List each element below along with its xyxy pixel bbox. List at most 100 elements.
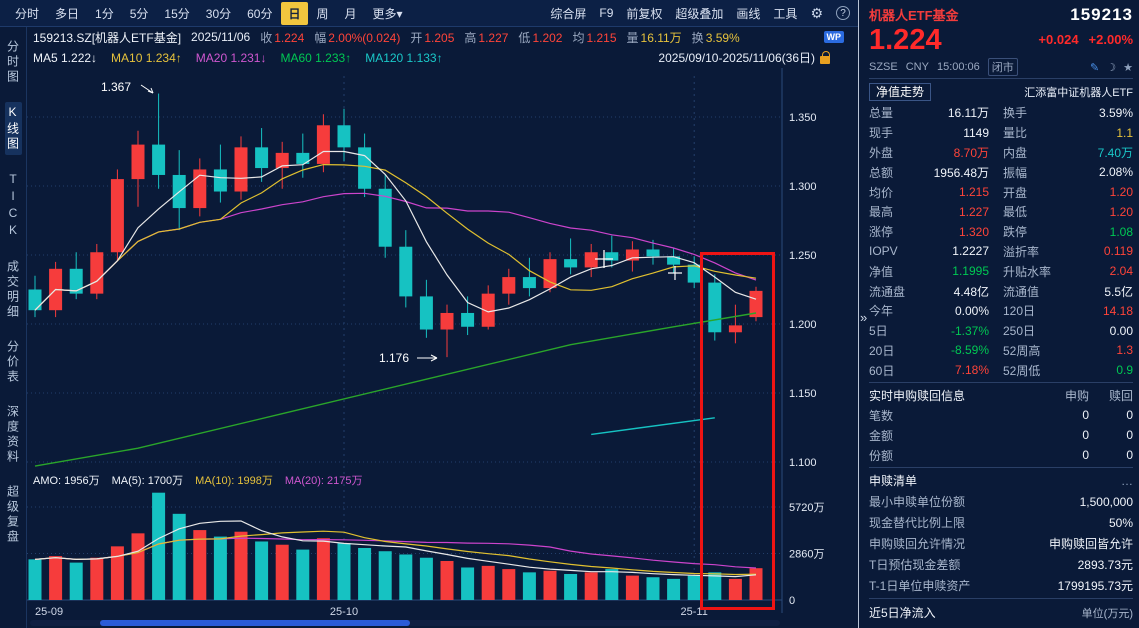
subscription-buy-value: 0 xyxy=(1082,428,1089,443)
period-button-4[interactable]: 15分 xyxy=(164,6,190,21)
more-icon[interactable]: … xyxy=(1121,473,1133,488)
wp-badge-icon[interactable]: WP xyxy=(823,31,844,43)
svg-text:1.367: 1.367 xyxy=(101,80,131,94)
panel-collapse-icon[interactable]: » xyxy=(860,310,868,325)
divider xyxy=(869,598,1133,600)
sidebar-item-0[interactable]: 分时图 xyxy=(5,40,20,85)
redemption-row-label: 最小申赎单位份额 xyxy=(869,495,966,510)
redemption-row-value: 申购赎回皆允许 xyxy=(1048,537,1133,552)
stat-value: 1.227 xyxy=(958,204,989,219)
quote-field-0: 收 1.224 xyxy=(260,29,304,46)
quote-field-value: 1.215 xyxy=(586,30,617,45)
svg-text:1.100: 1.100 xyxy=(789,457,817,469)
stat-value: 1.08 xyxy=(1109,224,1133,239)
quote-field-label: 高 xyxy=(464,30,477,45)
ma-values: MA5 1.222↓ MA10 1.234↑ MA20 1.231↓ MA60 1.2… xyxy=(33,51,443,65)
svg-text:0: 0 xyxy=(789,595,795,607)
amo-legend: AMO: 1956万 MA(5): 1700万 MA(10): 1998万 MA(20… xyxy=(33,472,362,488)
period-button-2[interactable]: 1分 xyxy=(95,6,114,21)
toolbar-button-2[interactable]: 前复权 xyxy=(626,6,663,21)
stat-label: 内盘 xyxy=(1003,145,1028,160)
kline-chart[interactable]: 1.350 1.300 1.250 1.200 1.150 1.100 5720万 2860万… xyxy=(27,68,832,628)
redemption-row-value: 1,500,000 xyxy=(1079,494,1133,509)
period-button-3[interactable]: 5分 xyxy=(129,6,149,21)
stat-value: 1.1 xyxy=(1116,125,1133,140)
sidebar-item-5[interactable]: 深度资料 xyxy=(5,405,20,465)
stat-row: 外盘 8.70万 内盘 7.40万 xyxy=(869,143,1133,163)
market-status: 闭市 xyxy=(987,58,1018,76)
stat-row: 5日 -1.37% 250日 0.00 xyxy=(869,321,1133,341)
sidebar-item-4[interactable]: 分价表 xyxy=(5,340,20,385)
quote-field-label: 收 xyxy=(260,30,273,45)
ma-item-0: MA5 1.222↓ xyxy=(33,50,98,65)
toolbar-button-1[interactable]: F9 xyxy=(599,6,614,20)
svg-text:1.250: 1.250 xyxy=(789,250,817,262)
svg-text:1.150: 1.150 xyxy=(789,388,817,400)
stat-label: 换手 xyxy=(1003,106,1028,121)
stat-label: 20日 xyxy=(869,343,895,358)
chart-scrollbar-thumb[interactable] xyxy=(100,620,410,626)
stat-value: 4.48亿 xyxy=(953,284,989,299)
settings-gear-icon[interactable]: ⚙ xyxy=(810,4,823,21)
net-inflow-unit: 单位(万元) xyxy=(1081,607,1133,620)
sidebar-item-2[interactable]: TICK xyxy=(6,172,20,240)
edit-icon[interactable]: ✎ xyxy=(1090,61,1100,74)
stat-value: 1.215 xyxy=(958,185,989,200)
period-button-0[interactable]: 分时 xyxy=(15,6,40,21)
stat-label: 跌停 xyxy=(1003,225,1028,240)
toolbar-button-4[interactable]: 画线 xyxy=(736,6,761,21)
subscription-redeem-value: 0 xyxy=(1126,408,1133,423)
stat-value: 0.00% xyxy=(954,303,989,318)
sidebar-item-3[interactable]: 成交明细 xyxy=(5,260,20,320)
subscription-redeem-value: 0 xyxy=(1126,428,1133,443)
divider xyxy=(869,78,1133,79)
stat-label: 总额 xyxy=(869,165,894,180)
stat-row: 总量 16.11万 换手 3.59% xyxy=(869,103,1133,123)
stat-label: 52周高 xyxy=(1003,343,1041,358)
svg-text:5720万: 5720万 xyxy=(789,502,824,514)
period-button-6[interactable]: 60分 xyxy=(247,6,273,21)
stat-value: 1.20 xyxy=(1109,185,1133,200)
svg-text:1.350: 1.350 xyxy=(789,112,817,124)
favorite-icon[interactable]: ★ xyxy=(1123,61,1133,74)
sidebar-item-1[interactable]: K线图 xyxy=(4,102,22,155)
fund-short-name: 机器人ETF基金 xyxy=(869,8,959,23)
date-range[interactable]: 2025/09/10-2025/11/06(36日) xyxy=(658,49,830,66)
period-button-1[interactable]: 多日 xyxy=(55,6,80,21)
lock-icon[interactable] xyxy=(820,50,830,64)
subscription-buy-value: 0 xyxy=(1082,408,1089,423)
chart-scrollbar-track[interactable] xyxy=(30,620,780,626)
sidebar-item-6[interactable]: 超级复盘 xyxy=(5,485,20,545)
period-button-9[interactable]: 月 xyxy=(344,6,357,21)
nav-tab-netvalue[interactable]: 净值走势 xyxy=(869,83,932,101)
toolbar-button-3[interactable]: 超级叠加 xyxy=(675,6,724,21)
highlight-rectangle-annotation[interactable] xyxy=(700,252,775,610)
redemption-row: 申购赎回允许情况 申购赎回皆允许 xyxy=(869,533,1133,554)
left-sidebar: 分时图 K线图 TICK 成交明细分价表深度资料超级复盘 xyxy=(0,27,27,628)
stat-row: 现手 1149 量比 1.1 xyxy=(869,123,1133,143)
toolbar-button-5[interactable]: 工具 xyxy=(773,6,798,21)
period-button-7[interactable]: 日 xyxy=(281,1,308,25)
stat-row: 今年 0.00% 120日 14.18 xyxy=(869,301,1133,321)
period-button-5[interactable]: 30分 xyxy=(205,6,232,21)
fund-code: 159213 xyxy=(1070,5,1133,24)
stat-value: 1149 xyxy=(963,125,989,140)
period-button-10[interactable]: 更多▾ xyxy=(372,6,403,21)
price-change-pct: +2.00% xyxy=(1088,32,1133,47)
help-icon[interactable]: ? xyxy=(836,6,850,20)
stat-label: 流通值 xyxy=(1003,284,1040,299)
night-mode-icon[interactable]: ☽ xyxy=(1106,61,1117,74)
period-button-8[interactable]: 周 xyxy=(316,6,329,21)
date-range-label: 2025/09/10-2025/11/06(36日) xyxy=(658,51,815,65)
quote-field-value: 1.227 xyxy=(478,30,509,45)
stat-value: -1.37% xyxy=(950,323,989,338)
stat-label: 250日 xyxy=(1003,324,1036,339)
subscription-row-label: 笔数 xyxy=(869,408,894,423)
toolbar-button-0[interactable]: 综合屏 xyxy=(550,6,587,21)
stat-row: 涨停 1.320 跌停 1.08 xyxy=(869,222,1133,242)
subscription-title: 实时申购赎回信息 xyxy=(869,388,966,403)
stat-value: 8.70万 xyxy=(953,145,989,160)
stat-label: 溢折率 xyxy=(1003,244,1040,259)
chart-area: 1.350 1.300 1.250 1.200 1.150 1.100 5720万 2860万… xyxy=(27,68,832,628)
stat-label: 今年 xyxy=(869,304,894,319)
